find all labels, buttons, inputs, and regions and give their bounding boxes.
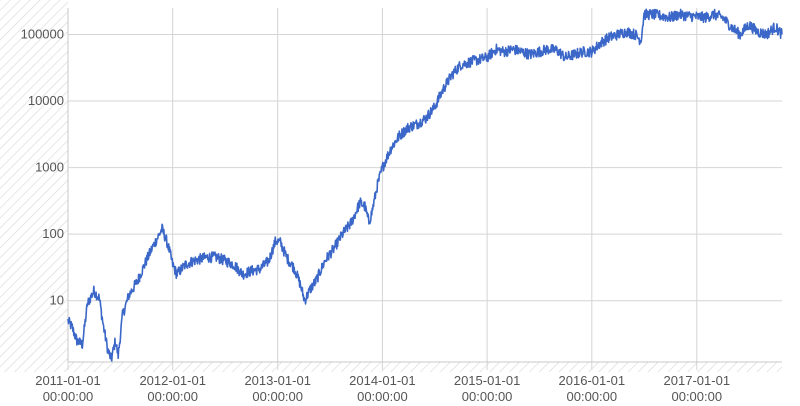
x-tick-label-time: 00:00:00 <box>147 389 198 404</box>
x-tick-label-date: 2013-01-01 <box>244 373 311 388</box>
x-axis-ticks: 2011-01-0100:00:002012-01-0100:00:002013… <box>35 373 730 404</box>
x-tick-label-date: 2016-01-01 <box>559 373 626 388</box>
y-tick-label: 100 <box>42 226 64 241</box>
x-tick-label-time: 00:00:00 <box>252 389 303 404</box>
x-tick-label-date: 2017-01-01 <box>664 373 731 388</box>
x-tick-label-date: 2014-01-01 <box>349 373 416 388</box>
x-tick-label-time: 00:00:00 <box>357 389 408 404</box>
series-line <box>67 8 783 362</box>
y-axis-ticks: 10 100 1000 10000 100000 <box>21 26 64 307</box>
series-layer <box>67 8 783 362</box>
x-tick-label-time: 00:00:00 <box>43 389 94 404</box>
y-tick-label: 10 <box>50 293 64 308</box>
x-tick-label-date: 2012-01-01 <box>139 373 206 388</box>
y-axis-hatched-band <box>0 0 68 362</box>
x-tick-label-time: 00:00:00 <box>671 389 722 404</box>
x-tick-label-time: 00:00:00 <box>567 389 618 404</box>
grid <box>67 8 782 370</box>
y-tick-label: 10000 <box>28 93 64 108</box>
x-tick-label-time: 00:00:00 <box>462 389 513 404</box>
x-tick-label-date: 2011-01-01 <box>35 373 101 388</box>
x-tick-label-date: 2015-01-01 <box>454 373 521 388</box>
x-axis-hatched-band <box>0 362 782 372</box>
y-tick-label: 100000 <box>21 26 64 41</box>
y-tick-label: 1000 <box>35 160 64 175</box>
